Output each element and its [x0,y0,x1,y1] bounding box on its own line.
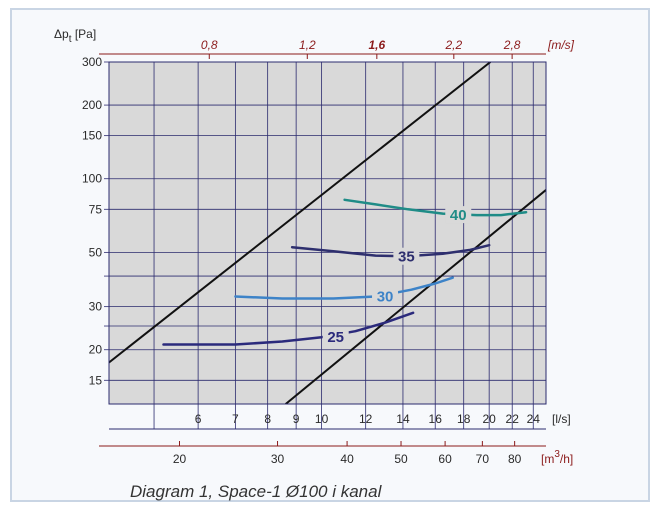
velocity-tick-label: 0,8 [201,38,218,52]
flow-tick-label: 60 [438,452,452,466]
ls-unit-label: [l/s] [552,412,571,426]
x-tick-label: 24 [527,412,541,426]
y-tick-label: 200 [82,98,102,112]
axes: 15 20 30 50 75 100 150 200 300 6 7 8 9 10 12 14 16 18 20 22… [54,27,575,466]
y-tick-label: 15 [89,373,103,387]
x-tick-label: 6 [195,412,202,426]
series-label-40: 40 [450,207,467,224]
series-label-bg-40 [445,206,472,224]
grid [109,61,546,404]
plot-border [108,61,547,405]
x-tick-label: 14 [396,412,410,426]
boundary-line [285,189,546,404]
chart-frame: 25 30 35 40 15 20 30 50 75 100 150 200 300 6 7 8 9 10 12 1… [10,8,650,502]
chart-caption: Diagram 1, Space-1 Ø100 i kanal [130,482,382,501]
y-tick-label: 20 [89,343,103,357]
x-tick-label: 22 [506,412,520,426]
x-tick-label: 9 [293,412,300,426]
series-label-30: 30 [377,289,394,306]
y-tick-label: 75 [89,202,103,216]
y-tick-label: 300 [82,55,102,69]
series-label-bg-25 [322,328,349,346]
flow-tick-label: 30 [271,452,285,466]
velocity-tick-label: 1,2 [299,38,316,52]
y-tick-label: 100 [82,172,102,186]
flow-tick-label: 80 [508,452,522,466]
flow-tick-label: 20 [173,452,187,466]
series-line-25 [162,311,415,346]
y-tick-label: 50 [89,245,103,259]
x-tick-label: 7 [232,412,239,426]
x-tick-label: 8 [264,412,271,426]
velocity-unit-label: [m/s] [547,38,575,52]
velocity-tick-label: 1,6 [368,38,385,52]
boundary-line [109,62,491,364]
y-tick-label: 30 [89,300,103,314]
flow-tick-label: 70 [476,452,490,466]
velocity-tick-label: 2,8 [503,38,521,52]
series-label-bg-35 [393,247,420,265]
x-tick-label: 12 [359,412,373,426]
series-label-25: 25 [327,329,344,346]
x-tick-label: 10 [315,412,329,426]
x-tick-label: 18 [457,412,471,426]
series-label-35: 35 [398,249,415,266]
boundary-lines [109,62,546,404]
flow-unit-label: [m3/h] [541,449,573,466]
series-line-40 [343,198,528,217]
x-tick-label: 16 [429,412,443,426]
flow-tick-label: 40 [340,452,354,466]
flow-tick-label: 50 [394,452,408,466]
y-axis-label: Δpt [Pa] [54,27,96,45]
y-tick-label: 150 [82,129,102,143]
velocity-tick-label: 2,2 [444,38,462,52]
plot-area [109,62,546,404]
series-label-bg-30 [372,287,399,305]
series-group: 25 30 35 40 [162,198,528,346]
x-tick-label: 20 [482,412,496,426]
